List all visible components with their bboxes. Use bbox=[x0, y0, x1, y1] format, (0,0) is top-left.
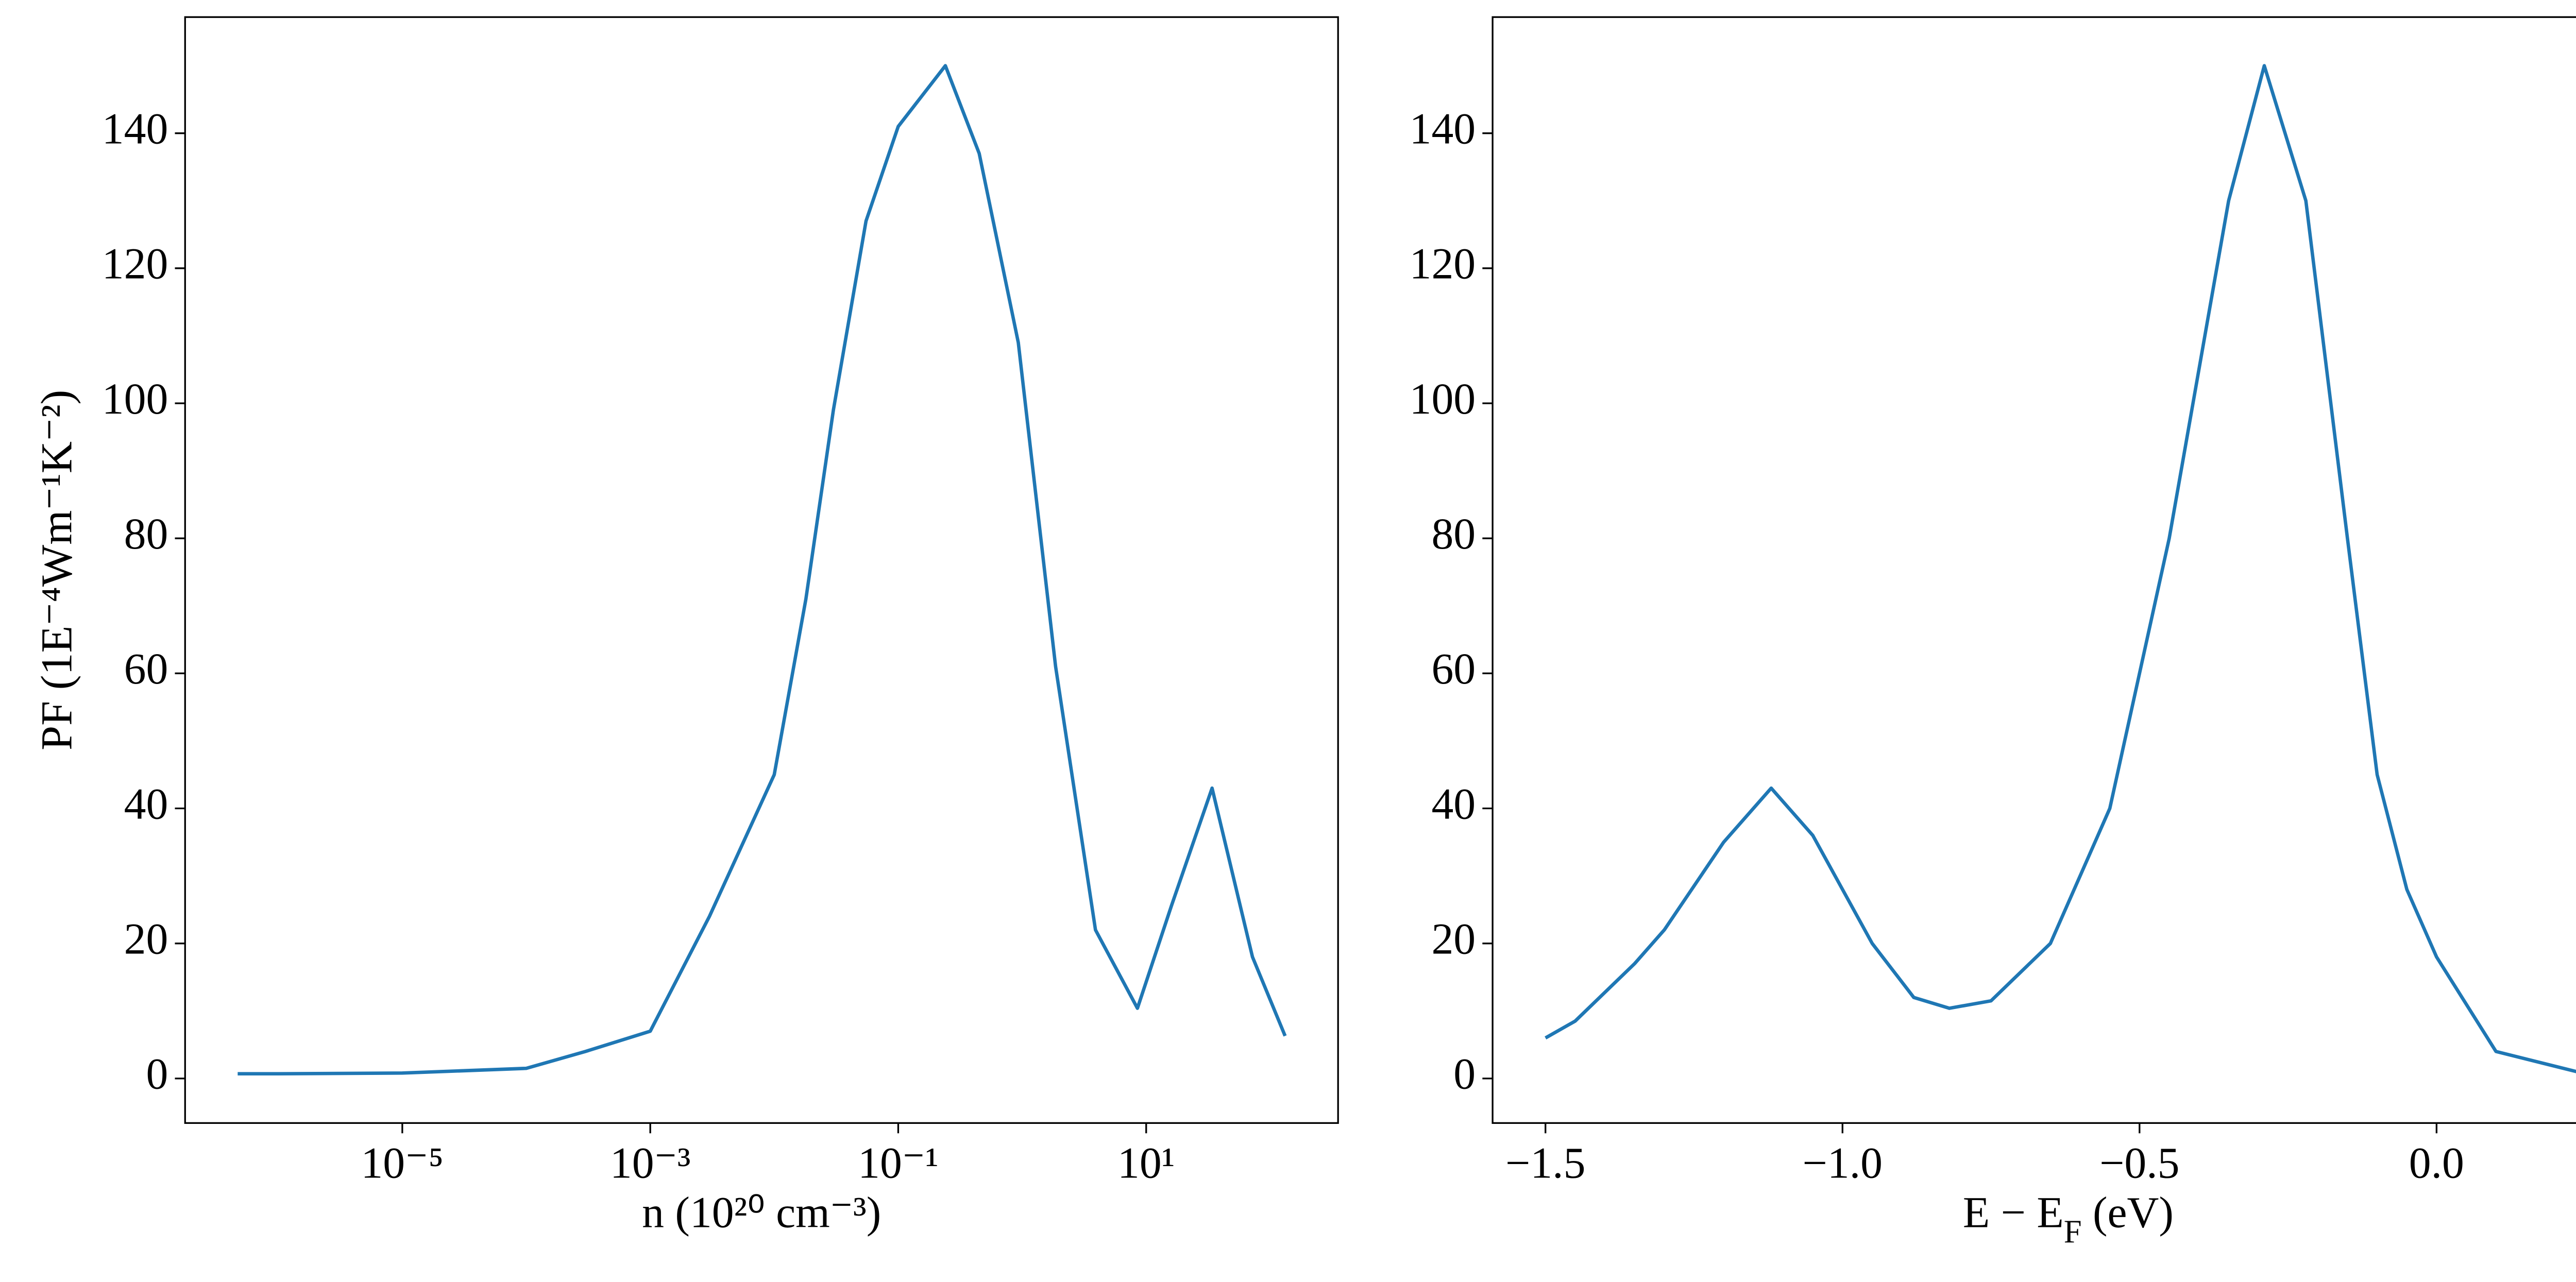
x-tick-label: 10⁻⁵ bbox=[361, 1138, 444, 1187]
y-tick-label: 100 bbox=[1410, 374, 1476, 423]
data-line bbox=[238, 64, 1287, 1076]
x-tick-label: −0.5 bbox=[2099, 1138, 2179, 1187]
y-tick-label: 40 bbox=[124, 779, 168, 828]
y-tick-label: 40 bbox=[1431, 779, 1476, 828]
y-tick-label: 100 bbox=[102, 374, 168, 423]
y-tick-label: 0 bbox=[146, 1049, 168, 1098]
y-tick-label: 80 bbox=[1431, 509, 1476, 558]
data-line bbox=[1545, 64, 2576, 1073]
y-tick-label: 0 bbox=[1453, 1049, 1476, 1098]
y-tick-label: 120 bbox=[102, 238, 168, 288]
plot-frame bbox=[1492, 16, 2576, 1124]
y-tick-label: 120 bbox=[1410, 238, 1476, 288]
plot-frame bbox=[184, 16, 1339, 1124]
y-tick-label: 60 bbox=[124, 644, 168, 693]
x-tick-label: 10⁻¹ bbox=[858, 1138, 939, 1187]
y-tick-label: 60 bbox=[1431, 644, 1476, 693]
y-tick-label: 20 bbox=[1431, 914, 1476, 963]
y-tick-label: 20 bbox=[124, 914, 168, 963]
x-axis-label: n (10²⁰ cm⁻³) bbox=[642, 1187, 881, 1237]
x-tick-label: −1.5 bbox=[1505, 1138, 1585, 1187]
x-axis-label: E − EF (eV) bbox=[1963, 1187, 2174, 1250]
x-tick-label: 10⁻³ bbox=[610, 1138, 691, 1187]
y-tick-label: 80 bbox=[124, 509, 168, 558]
y-tick-label: 140 bbox=[102, 104, 168, 153]
x-tick-label: 10¹ bbox=[1117, 1138, 1175, 1187]
x-tick-label: −1.0 bbox=[1803, 1138, 1883, 1187]
x-tick-label: 0.0 bbox=[2409, 1138, 2464, 1187]
y-axis-label: PF (1E⁻⁴Wm⁻¹K⁻²) bbox=[32, 390, 81, 750]
y-tick-label: 140 bbox=[1410, 104, 1476, 153]
